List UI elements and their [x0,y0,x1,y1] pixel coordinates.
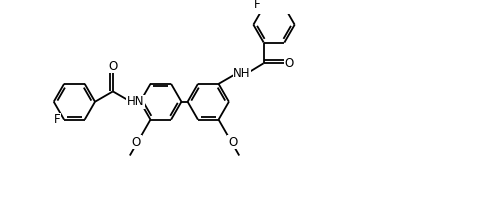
Text: HN: HN [127,95,144,108]
Text: NH: NH [233,67,251,80]
Text: O: O [228,136,237,149]
Text: O: O [285,57,293,70]
Text: O: O [132,136,141,149]
Text: F: F [54,113,61,126]
Text: O: O [108,60,118,72]
Text: F: F [254,0,260,11]
